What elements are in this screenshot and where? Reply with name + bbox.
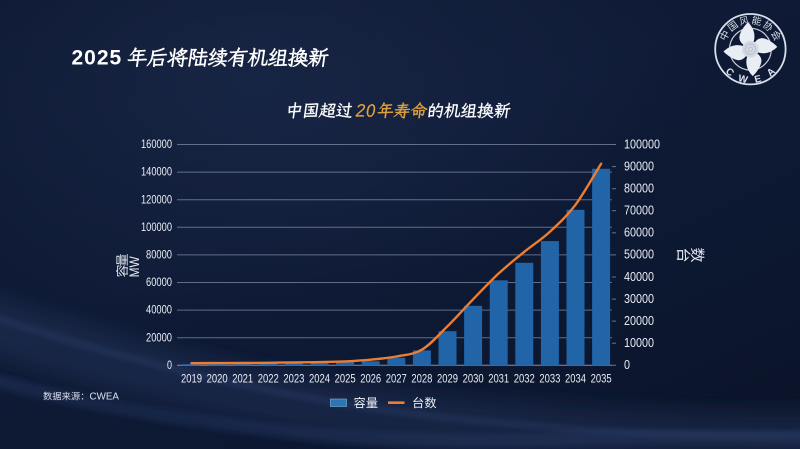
svg-text:0: 0 (624, 358, 630, 372)
svg-text:MW: MW (126, 256, 142, 278)
svg-text:2019: 2019 (181, 372, 202, 386)
svg-text:90000: 90000 (624, 159, 654, 173)
svg-text:140000: 140000 (141, 167, 172, 179)
svg-text:10000: 10000 (624, 336, 654, 350)
svg-text:40000: 40000 (624, 270, 654, 284)
svg-text:2024: 2024 (309, 372, 330, 386)
svg-text:50000: 50000 (624, 248, 654, 262)
svg-text:2032: 2032 (514, 372, 535, 386)
svg-text:120000: 120000 (141, 194, 172, 206)
svg-text:100000: 100000 (624, 137, 660, 151)
svg-text:2025: 2025 (72, 47, 123, 70)
svg-text:40000: 40000 (146, 305, 172, 317)
svg-text:30000: 30000 (624, 292, 654, 306)
svg-text:2027: 2027 (386, 372, 407, 386)
svg-text:70000: 70000 (624, 204, 654, 218)
svg-text:2033: 2033 (539, 372, 560, 386)
svg-text:100000: 100000 (141, 222, 172, 234)
svg-text:2021: 2021 (232, 372, 253, 386)
svg-text:2028: 2028 (411, 372, 432, 386)
svg-text:20000: 20000 (146, 332, 172, 344)
svg-text:2020: 2020 (207, 372, 228, 386)
svg-text:2023: 2023 (283, 372, 304, 386)
svg-text:E: E (753, 74, 762, 86)
svg-text:20000: 20000 (624, 314, 654, 328)
svg-text:160000: 160000 (141, 139, 172, 151)
svg-text:80000: 80000 (624, 182, 654, 196)
svg-text:2034: 2034 (565, 372, 586, 386)
svg-text:2031: 2031 (488, 372, 509, 386)
svg-text:80000: 80000 (146, 250, 172, 262)
svg-text:2035: 2035 (591, 372, 612, 386)
svg-text:W: W (737, 73, 749, 86)
svg-text:2029: 2029 (437, 372, 458, 386)
svg-text:60000: 60000 (146, 277, 172, 289)
svg-text:2025: 2025 (335, 372, 356, 386)
svg-text:2026: 2026 (360, 372, 381, 386)
svg-text:2030: 2030 (463, 372, 484, 386)
svg-text:CWEA: CWEA (90, 392, 120, 403)
svg-text:2022: 2022 (258, 372, 279, 386)
svg-text:60000: 60000 (624, 226, 654, 240)
svg-text:0: 0 (167, 360, 172, 372)
